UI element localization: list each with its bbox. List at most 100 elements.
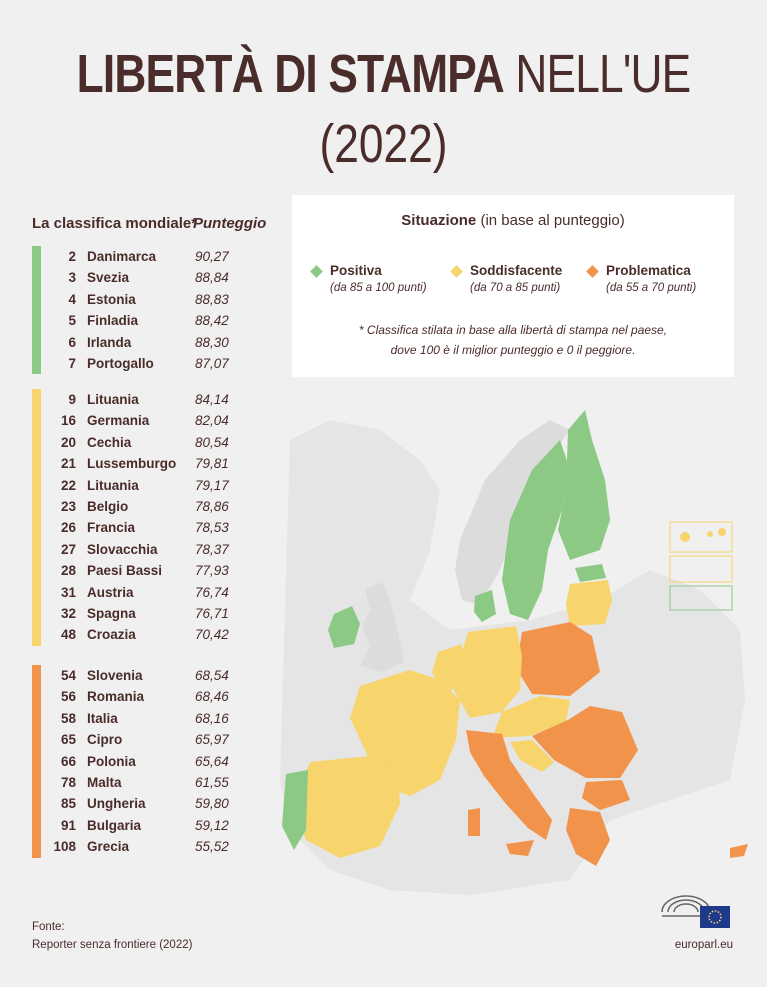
row-rank: 85 [60, 796, 76, 812]
ranking-row: 48 Croazia 70,42 [32, 624, 292, 645]
row-score: 77,93 [195, 563, 229, 579]
row-score: 65,97 [195, 732, 229, 748]
row-score: 88,83 [195, 291, 229, 307]
ranking-row: 58 Italia 68,16 [32, 708, 292, 729]
map-spain [294, 756, 400, 858]
ranking-row: 91 Bulgaria 59,12 [32, 815, 292, 836]
legend-title-bold: Situazione [401, 212, 477, 229]
row-score: 79,17 [195, 477, 229, 493]
ranking-header-label: La classifica mondiale* [32, 215, 198, 232]
row-score: 79,81 [195, 456, 229, 472]
row-rank: 26 [60, 520, 76, 536]
map-sardinia [468, 808, 480, 836]
row-rank: 20 [60, 434, 76, 450]
row-country: Italia [87, 710, 118, 726]
map-italy [466, 730, 552, 840]
row-country: Malta [87, 775, 122, 790]
ranking-row: 26 Francia 78,53 [32, 517, 292, 538]
row-rank: 66 [60, 753, 76, 769]
legend-box: Situazione (in base al punteggio) Positi… [292, 195, 734, 377]
row-country: Francia [87, 520, 136, 536]
map-cyprus [730, 844, 748, 858]
legend-note: * Classifica stilata in base alla libert… [292, 320, 734, 360]
title-year: (2022) [319, 114, 448, 174]
legend-note-line2: dove 100 è il miglior punteggio e 0 il p… [390, 343, 636, 357]
status-bar [32, 665, 41, 858]
row-score: 88,84 [195, 270, 229, 286]
european-parliament-logo [661, 895, 730, 928]
row-country: Cechia [87, 434, 132, 450]
row-country: Bulgaria [87, 817, 142, 833]
row-rank: 21 [60, 456, 76, 472]
row-country: Slovenia [87, 668, 143, 683]
title-light: NELL'UE [503, 44, 691, 104]
row-rank: 56 [60, 689, 76, 705]
row-country: Austria [87, 584, 134, 600]
legend-sub: (da 85 a 100 punti) [330, 282, 427, 294]
map-hungary-romania [532, 706, 638, 778]
row-score: 78,86 [195, 499, 229, 514]
row-country: Lituania [87, 477, 139, 493]
map-sweden [502, 440, 570, 620]
ranking-row: 108 Grecia 55,52 [32, 836, 292, 857]
row-score: 78,53 [195, 520, 229, 536]
row-score: 68,16 [195, 710, 229, 726]
legend-title-rest: (in base al punteggio) [476, 212, 625, 229]
ranking-row: 20 Cechia 80,54 [32, 432, 292, 453]
ranking-row: 31 Austria 76,74 [32, 582, 292, 603]
row-rank: 22 [60, 477, 76, 493]
map-inset-dot [707, 531, 713, 537]
map-germany [454, 626, 522, 718]
ranking-row: 54 Slovenia 68,54 [32, 665, 292, 686]
ranking-row: 22 Lituania 79,17 [32, 475, 292, 496]
row-score: 70,42 [195, 627, 229, 643]
row-rank: 16 [60, 413, 76, 429]
row-country: Portogallo [87, 356, 154, 371]
row-country: Grecia [87, 839, 130, 855]
row-score: 76,71 [195, 606, 229, 621]
row-score: 87,07 [195, 356, 229, 371]
row-country: Belgio [87, 499, 129, 514]
row-country: Lussemburgo [87, 456, 177, 472]
ranking-row: 4 Estonia 88,83 [32, 289, 292, 310]
row-rank: 3 [68, 270, 76, 286]
row-score: 59,12 [195, 817, 229, 833]
row-score: 61,55 [195, 775, 229, 790]
ranking-header: La classifica mondiale* Punteggio [32, 215, 266, 232]
legend-label: Positiva [330, 263, 382, 278]
ranking-row: 7 Portogallo 87,07 [32, 353, 292, 374]
ranking-row: 21 Lussemburgo 79,81 [32, 453, 292, 474]
site-link[interactable]: europarl.eu [674, 939, 733, 951]
row-country: Germania [87, 413, 150, 429]
row-country: Spagna [87, 606, 136, 621]
ranking-row: 2 Danimarca 90,27 [32, 246, 292, 267]
row-score: 65,64 [195, 753, 229, 769]
map-bulgaria [582, 780, 630, 810]
ranking-row: 85 Ungheria 59,80 [32, 793, 292, 814]
ranking-row: 5 Finladia 88,42 [32, 310, 292, 331]
row-score: 55,52 [195, 839, 229, 855]
map-baltics [566, 580, 612, 626]
row-country: Paesi Bassi [87, 563, 163, 579]
ranking-group-problematic: 54 Slovenia 68,54 56 Romania 68,46 58 Italia 68,… [32, 665, 292, 858]
map-inset-dot [680, 532, 690, 542]
row-rank: 108 [53, 839, 76, 855]
row-rank: 6 [68, 334, 76, 350]
row-rank: 65 [60, 732, 76, 748]
row-score: 76,74 [195, 584, 229, 600]
page-title: LIBERTÀ DI STAMPA NELL'UE [69, 44, 698, 104]
row-rank: 7 [68, 356, 76, 371]
status-bar [32, 389, 41, 646]
row-country: Danimarca [87, 249, 157, 264]
row-rank: 2 [68, 249, 76, 264]
legend-sub: (da 70 a 85 punti) [470, 282, 561, 294]
ranking-header-score: Punteggio [193, 215, 267, 232]
map-estonia [575, 564, 606, 582]
ranking-row: 66 Polonia 65,64 [32, 751, 292, 772]
map-greece [566, 808, 610, 866]
legend-sub: (da 55 a 70 punti) [606, 282, 697, 294]
row-score: 78,37 [195, 541, 229, 557]
row-rank: 31 [60, 584, 76, 600]
row-rank: 27 [60, 541, 76, 557]
row-country: Svezia [87, 270, 130, 286]
